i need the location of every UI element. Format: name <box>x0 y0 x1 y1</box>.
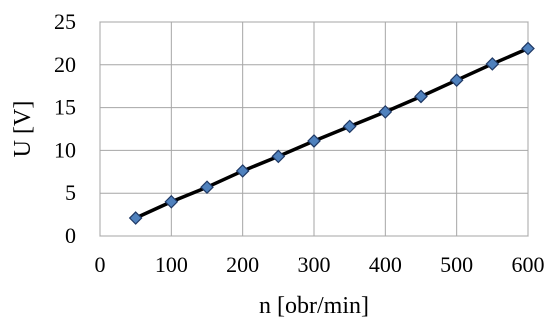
x-tick-label: 200 <box>226 252 259 277</box>
series-layer <box>128 41 535 225</box>
data-point <box>378 105 393 119</box>
data-point <box>485 57 500 71</box>
x-tick-label: 600 <box>512 252 545 277</box>
data-point <box>414 89 428 104</box>
data-point <box>200 180 214 195</box>
y-tick-label: 25 <box>54 9 76 34</box>
data-point <box>164 194 179 209</box>
y-tick-label: 0 <box>65 223 76 248</box>
x-tick-label: 0 <box>95 252 106 277</box>
y-tick-label: 10 <box>54 137 76 162</box>
x-tick-label: 100 <box>155 252 188 277</box>
y-tick-label: 5 <box>65 180 76 205</box>
y-axis-title: U [V] <box>10 101 36 158</box>
data-point <box>521 41 535 56</box>
series-line <box>134 46 529 220</box>
data-point <box>235 164 250 178</box>
x-tick-label: 500 <box>440 252 473 277</box>
data-point <box>342 119 357 134</box>
x-axis-title: n [obr/min] <box>259 293 369 319</box>
data-point <box>128 211 143 225</box>
tick-labels: 0 100 200 300 400 500 600 0 5 10 15 20 25 <box>54 9 545 277</box>
data-point <box>307 134 321 148</box>
x-tick-label: 300 <box>298 252 331 277</box>
y-tick-label: 20 <box>54 52 76 77</box>
data-point <box>449 73 464 88</box>
data-point <box>271 149 286 164</box>
y-tick-label: 15 <box>54 95 76 120</box>
x-tick-label: 400 <box>369 252 402 277</box>
